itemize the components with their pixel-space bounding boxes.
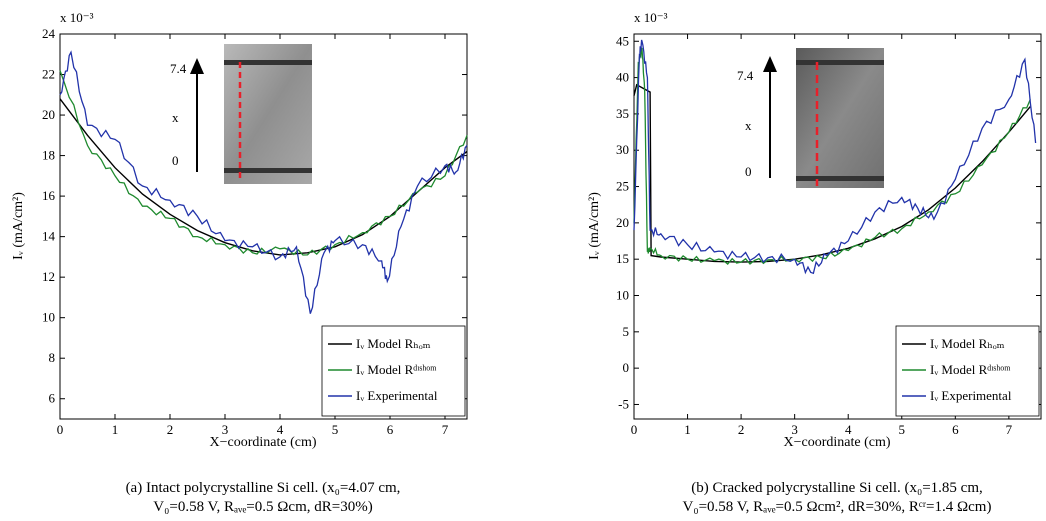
chart-b-legend-label-exp: Iᵥ Experimental: [930, 388, 1012, 403]
chart-a-x-tick-label: 4: [277, 422, 284, 437]
chart-b-y-multiplier: x 10⁻³: [634, 10, 668, 25]
chart-b-inset-bottom-label: 0: [745, 164, 752, 179]
chart-b-caption-line2: V₀=0.58 V, Rₐᵥₑ=0.5 Ωcm², dR=30%, Rᶜʳ=1.…: [683, 499, 992, 515]
chart-b-y-tick-label: -5: [618, 396, 629, 411]
chart-a-caption-line1: (a) Intact polycrystalline Si cell. (x₀=…: [126, 480, 401, 496]
chart-a-series-experimental: [59, 50, 468, 314]
chart-b-y-tick-label: 15: [616, 251, 629, 266]
chart-a-inset-top-label: 7.4: [170, 61, 187, 76]
chart-b-inset-busbars: [796, 60, 884, 181]
chart-b-y-tick-label: 40: [616, 70, 629, 85]
chart-b-caption-line1: (b) Cracked polycrystalline Si cell. (x₀…: [691, 480, 983, 496]
chart-a-y-tick-label: 10: [42, 310, 55, 325]
chart-b-y-axis-label: Iᵥ (mA/cm²): [587, 192, 602, 260]
chart-a-x-tick-label: 6: [387, 422, 394, 437]
chart-b-y-ticks: -5 0 5 10 15 20 25 30 35 40 45: [616, 33, 1041, 411]
chart-a-caption-line2: V₀=0.58 V, Rₐᵥₑ=0.5 Ωcm, dR=30%): [153, 499, 372, 515]
chart-a-y-tick-label: 20: [42, 107, 55, 122]
chart-b-x-ticks: 0 1 2 3 4 5 6 7: [631, 34, 1013, 437]
chart-a-inset: 7.4 x 0: [170, 44, 312, 184]
chart-a-y-tick-label: 18: [42, 148, 55, 163]
chart-a-x-tick-label: 3: [222, 422, 229, 437]
chart-a-y-tick-label: 24: [42, 26, 56, 41]
chart-a-x-tick-label: 0: [57, 422, 64, 437]
chart-a-y-tick-label: 8: [49, 350, 56, 365]
chart-b-x-tick-label: 7: [1006, 422, 1013, 437]
chart-b-series: [633, 39, 1037, 275]
chart-a-legend-label-exp: Iᵥ Experimental: [356, 388, 438, 403]
chart-b-y-tick-label: 25: [616, 179, 629, 194]
chart-a-inset-busbars: [224, 60, 312, 173]
chart-b-y-tick-label: 10: [616, 288, 629, 303]
chart-b-x-tick-label: 6: [952, 422, 959, 437]
chart-a-legend-label-dishom: Iᵥ Model Rᵈᶦˢʰᵒᵐ: [356, 362, 437, 377]
chart-b-inset-cell-image: [796, 48, 884, 188]
chart-b-x-tick-label: 1: [684, 422, 691, 437]
chart-a-y-tick-label: 14: [42, 229, 56, 244]
chart-b-legend-box: [895, 325, 1040, 417]
chart-a-x-axis-label: X−coordinate (cm): [209, 435, 316, 450]
chart-a-series-model-dishom: [59, 70, 468, 256]
chart-a-y-tick-label: 16: [42, 188, 56, 203]
chart-b-inset-mid-label: x: [745, 118, 752, 133]
chart-a-inset-cell-image: [224, 44, 312, 184]
chart-b-inset-arrow-head: [763, 56, 777, 72]
chart-a-inset-mid-label: x: [172, 110, 179, 125]
chart-a-y-multiplier: x 10⁻³: [60, 10, 94, 25]
chart-a-legend-label-hom: Iᵥ Model Rₕₒₘ: [356, 336, 431, 351]
chart-a-legend-box: [321, 325, 466, 417]
chart-b-y-tick-label: 45: [616, 33, 629, 48]
chart-a-x-tick-label: 5: [332, 422, 339, 437]
chart-b-legend-label-dishom: Iᵥ Model Rᵈᶦˢʰᵒᵐ: [930, 362, 1011, 377]
chart-b-series-experimental: [633, 39, 1037, 275]
chart-b-inset: 7.4 x 0: [737, 48, 884, 188]
chart-b-y-tick-label: 30: [616, 142, 629, 157]
chart-a-y-axis-label: Iᵥ (mA/cm²): [11, 192, 26, 260]
chart-a-series: [59, 50, 468, 314]
chart-a-y-tick-label: 22: [42, 67, 55, 82]
chart-a-y-tick-label: 12: [42, 269, 55, 284]
chart-a-y-ticks: 6 8 10 12 14 16 18 20 22 24: [42, 26, 467, 406]
chart-a-x-tick-label: 1: [112, 422, 119, 437]
chart-a-y-tick-label: 6: [49, 391, 56, 406]
chart-b-legend: Iᵥ Model Rₕₒₘ Iᵥ Model Rᵈᶦˢʰᵒᵐ Iᵥ Experi…: [895, 325, 1040, 417]
chart-b-x-tick-label: 5: [899, 422, 906, 437]
chart-b-x-tick-label: 4: [845, 422, 852, 437]
chart-b-x-tick-label: 0: [631, 422, 638, 437]
chart-b-legend-label-hom: Iᵥ Model Rₕₒₘ: [930, 336, 1005, 351]
chart-b-y-tick-label: 5: [623, 324, 630, 339]
chart-a-legend: Iᵥ Model Rₕₒₘ Iᵥ Model Rᵈᶦˢʰᵒᵐ Iᵥ Experi…: [321, 325, 466, 417]
chart-b-series-model-dishom: [633, 46, 1031, 266]
chart-b-y-tick-label: 20: [616, 215, 629, 230]
chart-b-y-tick-label: 35: [616, 106, 629, 121]
chart-b-x-axis-label: X−coordinate (cm): [783, 435, 890, 450]
chart-b-x-tick-label: 3: [791, 422, 798, 437]
chart-a-inset-bottom-label: 0: [172, 153, 179, 168]
chart-b-inset-top-label: 7.4: [737, 68, 754, 83]
chart-b-x-tick-label: 2: [738, 422, 745, 437]
chart-a-x-ticks: 0 1 2 3 4 5 6 7: [57, 34, 449, 437]
chart-a-inset-arrow-head: [190, 58, 204, 74]
chart-a-x-tick-label: 7: [442, 422, 449, 437]
chart-b-y-tick-label: 0: [623, 360, 630, 375]
chart-a-x-tick-label: 2: [167, 422, 174, 437]
